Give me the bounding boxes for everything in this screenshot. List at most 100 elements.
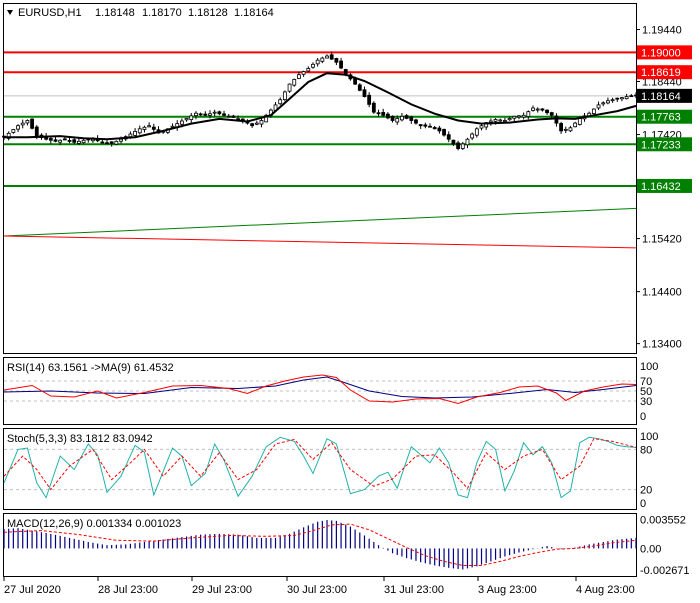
candle-body (297, 74, 301, 79)
candle-body (325, 55, 329, 59)
candle-body (11, 129, 16, 133)
candle (282, 90, 287, 102)
candle-body (446, 134, 451, 140)
candle-body (343, 69, 348, 75)
candle-body (100, 141, 105, 144)
candle-body (6, 132, 11, 139)
candle (563, 126, 568, 134)
candle (465, 137, 470, 149)
candle-body (428, 125, 432, 128)
high-value: 1.18170 (142, 7, 182, 19)
candle (442, 128, 446, 137)
candle-body (72, 139, 77, 143)
candle (58, 139, 63, 146)
candle-body (456, 142, 461, 149)
low-value: 1.18128 (188, 7, 228, 19)
stoch-tick-label: 80 (640, 444, 652, 456)
candle-body (629, 95, 634, 98)
candle-body (315, 59, 320, 65)
candle-body (460, 143, 465, 149)
candle-body (385, 113, 390, 119)
candle-body (329, 54, 334, 60)
candle-body (292, 79, 297, 86)
candle (409, 115, 414, 124)
symbol-label: EURUSD,H1 (18, 7, 82, 19)
candle-body (367, 94, 372, 105)
candle (573, 121, 578, 128)
moving-average-line (4, 72, 637, 141)
macd-tick-label: -0.002671 (640, 565, 690, 577)
candle (606, 97, 610, 105)
candle (208, 110, 212, 119)
triangle-down-icon[interactable] (7, 10, 13, 15)
candle (451, 139, 456, 146)
candle-body (357, 84, 362, 91)
candle-body (114, 140, 119, 145)
candle-body (282, 91, 287, 101)
candle (320, 56, 325, 64)
candle-body (540, 108, 545, 111)
candle (142, 125, 147, 133)
stoch-pane (3, 436, 637, 499)
current-price-tag (637, 88, 692, 103)
candle (488, 118, 493, 126)
rsi-pane (3, 374, 637, 405)
candle-body (334, 58, 339, 63)
candle-body (320, 57, 325, 62)
level-price-label: 1.17233 (641, 139, 681, 151)
level-price-tag (637, 65, 692, 80)
time-tick-label: 3 Aug 23:00 (478, 584, 537, 596)
candle-body (409, 116, 414, 121)
candle (278, 97, 283, 106)
candle (437, 125, 442, 134)
candle (189, 112, 194, 123)
candle-body (194, 112, 198, 117)
candle-body (563, 128, 568, 131)
candle (400, 112, 404, 122)
candle-body (479, 125, 484, 129)
time-tick-label: 4 Aug 23:00 (576, 584, 635, 596)
candle-body (77, 140, 81, 144)
rsi-tick-label: 100 (640, 361, 658, 373)
macd-pane-frame (3, 513, 637, 577)
candle-body (58, 139, 63, 143)
candle-body (531, 107, 535, 111)
candle-body (610, 99, 615, 102)
stoch-tick-label: 0 (640, 498, 646, 510)
level-price-label: 1.16432 (641, 181, 681, 193)
candle (507, 116, 512, 121)
trend-line (3, 235, 637, 249)
candle-body (474, 128, 479, 136)
candle (376, 109, 381, 117)
candle-body (109, 141, 114, 144)
candle-body (278, 99, 283, 105)
candle (568, 125, 573, 133)
candle (418, 124, 423, 129)
candle (503, 117, 507, 123)
candle-body (512, 115, 517, 119)
rsi-tick-label: 30 (640, 396, 652, 408)
candle-body (217, 111, 222, 115)
candle-body (615, 97, 620, 100)
candle-body (184, 118, 189, 121)
candle-body (20, 122, 25, 126)
candle (517, 114, 521, 120)
candle-body (170, 125, 175, 128)
candle-body (339, 60, 343, 69)
candle-body (254, 122, 259, 125)
axis-labels: 1.194401.184401.174201.154201.144001.134… (3, 24, 692, 596)
stoch-tick-label: 20 (640, 485, 652, 497)
candle (109, 141, 114, 147)
stoch-tick-label: 100 (640, 431, 658, 443)
candle-body (212, 111, 217, 114)
candle (334, 57, 339, 66)
candle (306, 66, 311, 73)
candle-body (189, 115, 194, 120)
candle (30, 118, 34, 130)
candle (184, 117, 189, 122)
level-price-tag (637, 109, 692, 124)
candle-body (591, 108, 596, 115)
candle (48, 136, 53, 144)
